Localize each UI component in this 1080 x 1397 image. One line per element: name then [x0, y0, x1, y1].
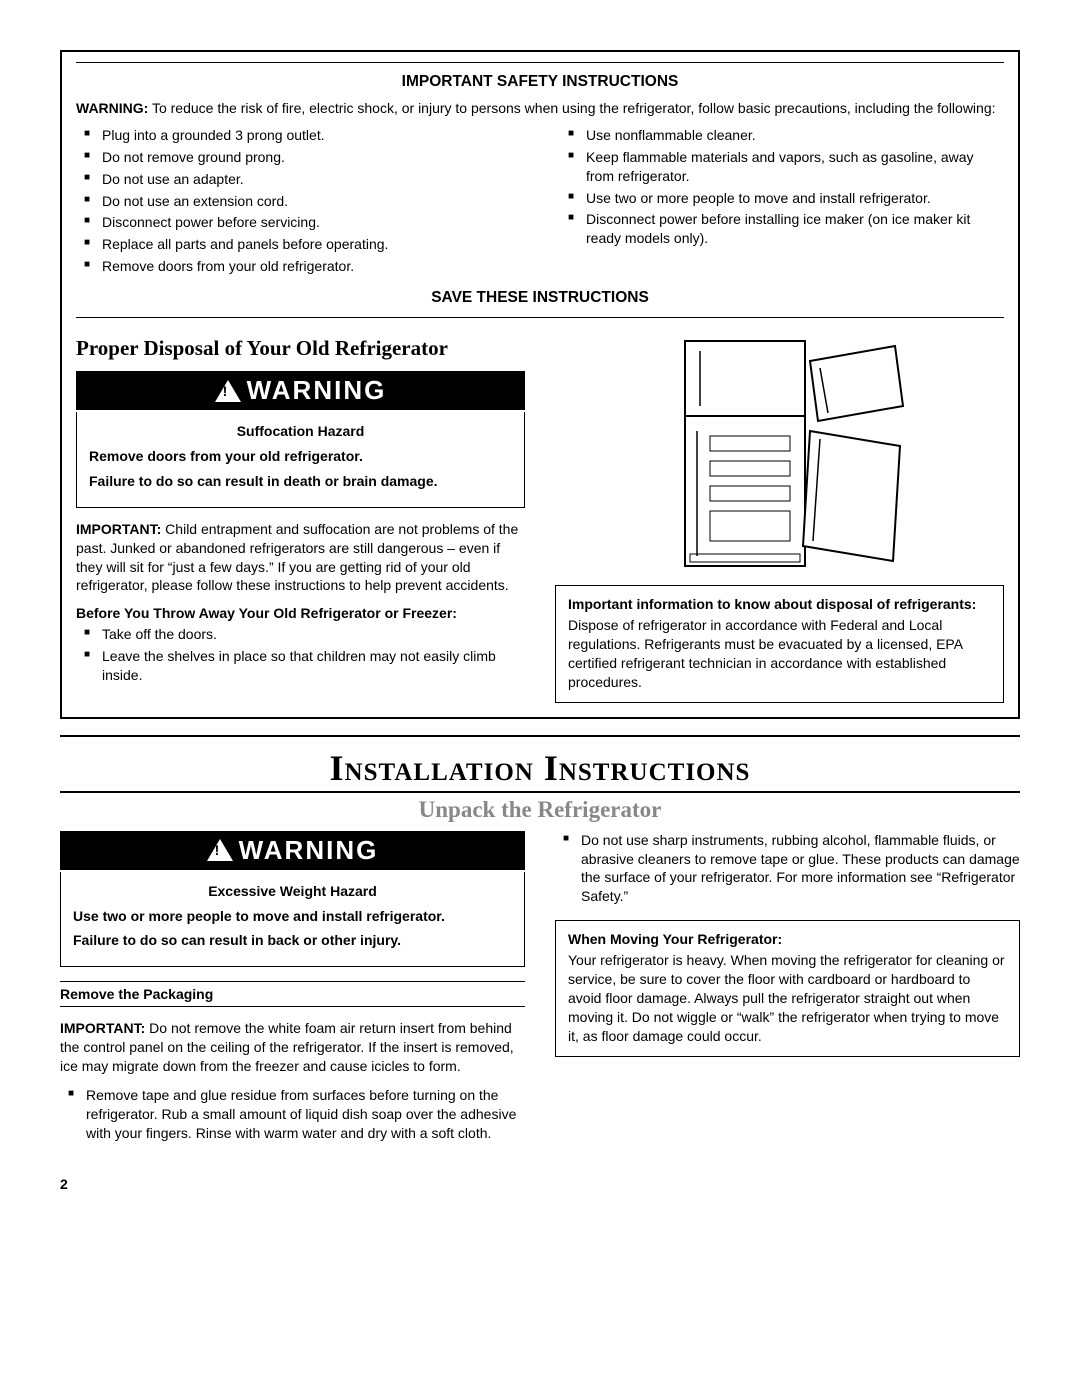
list-item: Disconnect power before installing ice m… [568, 210, 1004, 248]
list-item: Do not use an adapter. [84, 170, 520, 189]
infobox-heading: Important information to know about disp… [568, 596, 991, 612]
warning-banner-2: WARNING [60, 831, 525, 870]
hazard-line2: Failure to do so can result in death or … [89, 472, 512, 491]
list-item: Keep flammable materials and vapors, suc… [568, 148, 1004, 186]
safety-intro-text: To reduce the risk of fire, electric sho… [152, 100, 996, 116]
important-label: IMPORTANT: [76, 521, 161, 537]
install-right-bullets: Do not use sharp instruments, rubbing al… [555, 831, 1020, 907]
section-divider-2 [60, 791, 1020, 793]
hazard-line1: Remove doors from your old refrigerator. [89, 447, 512, 466]
warning-banner-text-2: WARNING [239, 835, 379, 866]
warning-banner: WARNING [76, 371, 525, 410]
moving-text: Your refrigerator is heavy. When moving … [568, 951, 1007, 1045]
fridge-illustration [645, 336, 915, 571]
install-title-row: Installation Instructions [60, 747, 1020, 789]
hazard-title: Suffocation Hazard [89, 422, 512, 441]
hazard-box-2: Excessive Weight Hazard Use two or more … [60, 872, 525, 968]
hazard-title-2: Excessive Weight Hazard [73, 882, 512, 901]
disposal-left-col: Proper Disposal of Your Old Refrigerator… [76, 336, 525, 703]
warning-icon [207, 839, 233, 861]
install-important-label: IMPORTANT: [60, 1020, 145, 1036]
page-number: 2 [60, 1176, 1020, 1192]
important-paragraph: IMPORTANT: Child entrapment and suffocat… [76, 520, 525, 596]
disposal-right-col: Important information to know about disp… [555, 336, 1004, 703]
safety-inner: IMPORTANT SAFETY INSTRUCTIONS WARNING: T… [76, 62, 1004, 318]
install-title: Installation Instructions [60, 747, 1020, 789]
install-left-col: WARNING Excessive Weight Hazard Use two … [60, 831, 525, 1146]
list-item: Take off the doors. [84, 625, 525, 644]
list-item: Remove tape and glue residue from surfac… [68, 1086, 525, 1143]
hazard-box: Suffocation Hazard Remove doors from you… [76, 412, 525, 508]
install-left-bullets: Remove tape and glue residue from surfac… [60, 1086, 525, 1143]
list-item: Do not use sharp instruments, rubbing al… [563, 831, 1020, 907]
warning-banner-text: WARNING [247, 375, 387, 406]
list-item: Do not use an extension cord. [84, 192, 520, 211]
safety-col-right: Use nonflammable cleaner. Keep flammable … [560, 126, 1004, 279]
moving-heading: When Moving Your Refrigerator: [568, 931, 1007, 947]
disposal-section: Proper Disposal of Your Old Refrigerator… [76, 336, 1004, 703]
hazard2-line2: Failure to do so can result in back or o… [73, 931, 512, 950]
before-bullets: Take off the doors. Leave the shelves in … [76, 625, 525, 685]
install-important-paragraph: IMPORTANT: Do not remove the white foam … [60, 1019, 525, 1076]
safety-col-left: Plug into a grounded 3 prong outlet. Do n… [76, 126, 520, 279]
warning-label: WARNING: [76, 100, 148, 116]
safety-instructions-box: IMPORTANT SAFETY INSTRUCTIONS WARNING: T… [60, 50, 1020, 719]
unpack-title: Unpack the Refrigerator [60, 797, 1020, 823]
install-columns: WARNING Excessive Weight Hazard Use two … [60, 831, 1020, 1146]
list-item: Remove doors from your old refrigerator. [84, 257, 520, 276]
list-item: Disconnect power before servicing. [84, 213, 520, 232]
safety-title: IMPORTANT SAFETY INSTRUCTIONS [76, 73, 1004, 91]
safety-bullets-right: Use nonflammable cleaner. Keep flammable … [560, 126, 1004, 248]
safety-columns: Plug into a grounded 3 prong outlet. Do n… [76, 126, 1004, 279]
before-throw-heading: Before You Throw Away Your Old Refrigera… [76, 605, 525, 621]
safety-intro: WARNING: To reduce the risk of fire, ele… [76, 99, 1004, 118]
infobox-text: Dispose of refrigerator in accordance wi… [568, 616, 991, 692]
list-item: Plug into a grounded 3 prong outlet. [84, 126, 520, 145]
section-divider [60, 735, 1020, 737]
warning-icon [215, 380, 241, 402]
install-right-col: Do not use sharp instruments, rubbing al… [555, 831, 1020, 1146]
remove-packaging-heading: Remove the Packaging [60, 981, 525, 1007]
list-item: Do not remove ground prong. [84, 148, 520, 167]
list-item: Use nonflammable cleaner. [568, 126, 1004, 145]
list-item: Leave the shelves in place so that child… [84, 647, 525, 685]
disposal-heading: Proper Disposal of Your Old Refrigerator [76, 336, 525, 361]
hazard2-line1: Use two or more people to move and insta… [73, 907, 512, 926]
safety-bullets-left: Plug into a grounded 3 prong outlet. Do n… [76, 126, 520, 276]
list-item: Use two or more people to move and insta… [568, 189, 1004, 208]
refrigerant-info-box: Important information to know about disp… [555, 585, 1004, 703]
list-item: Replace all parts and panels before oper… [84, 235, 520, 254]
moving-info-box: When Moving Your Refrigerator: Your refr… [555, 920, 1020, 1056]
save-instructions-title: SAVE THESE INSTRUCTIONS [76, 289, 1004, 307]
